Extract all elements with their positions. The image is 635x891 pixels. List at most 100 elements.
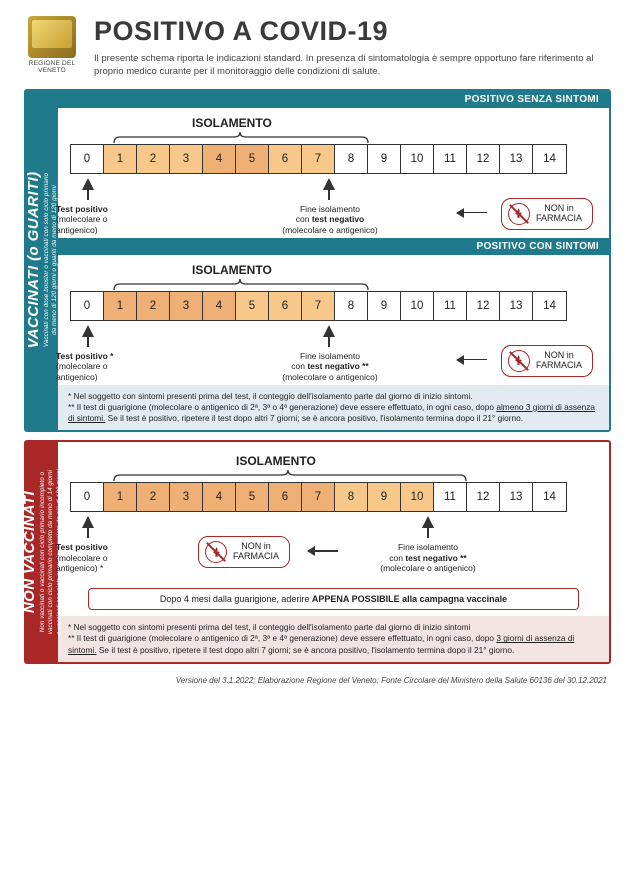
scenario2-start-annotation: Test positivo * (molecolare o antigenico… bbox=[56, 351, 142, 383]
scenario1-section: ISOLAMENTO 01234567891011121314 Test pos… bbox=[58, 108, 609, 238]
timeline-day: 13 bbox=[500, 292, 533, 320]
logo-block: REGIONE DEL VENETO bbox=[24, 16, 80, 79]
unvaccinated-sidebar-title: NON VACCINATI bbox=[21, 469, 38, 635]
header: REGIONE DEL VENETO POSITIVO A COVID-19 I… bbox=[24, 16, 611, 79]
no-hand-icon bbox=[508, 203, 530, 225]
vaccinated-sidebar-title: VACCINATI (o GUARITI) bbox=[25, 172, 42, 349]
timeline-day: 14 bbox=[533, 483, 566, 511]
arrow-up-icon bbox=[82, 178, 94, 190]
timeline-day: 2 bbox=[137, 145, 170, 173]
no-hand-icon bbox=[205, 541, 227, 563]
brace-icon bbox=[112, 470, 468, 482]
arrow-up-icon bbox=[82, 325, 94, 337]
scenario2-timeline: 01234567891011121314 bbox=[70, 291, 567, 321]
timeline-day: 11 bbox=[434, 292, 467, 320]
document-page: REGIONE DEL VENETO POSITIVO A COVID-19 I… bbox=[0, 0, 635, 695]
timeline-day: 5 bbox=[236, 483, 269, 511]
arrow-up-icon bbox=[82, 516, 94, 528]
timeline-day: 9 bbox=[368, 292, 401, 320]
arrow-left-icon bbox=[308, 550, 338, 552]
timeline-day: 3 bbox=[170, 483, 203, 511]
arrow-left-icon bbox=[457, 212, 487, 214]
timeline-day: 3 bbox=[170, 145, 203, 173]
vaccinated-panel: VACCINATI (o GUARITI) Vaccinati con dose… bbox=[24, 89, 611, 433]
pharmacy-badge: NON inFARMACIA bbox=[501, 198, 593, 230]
timeline-day: 0 bbox=[71, 292, 104, 320]
scenario1-annotations: Test positivo (molecolare o antigenico) … bbox=[68, 178, 599, 234]
timeline-day: 1 bbox=[104, 483, 137, 511]
timeline-day: 1 bbox=[104, 292, 137, 320]
timeline-day: 4 bbox=[203, 292, 236, 320]
timeline-day: 14 bbox=[533, 292, 566, 320]
scenario1-subhead: POSITIVO SENZA SINTOMI bbox=[58, 91, 609, 108]
timeline-day: 3 bbox=[170, 292, 203, 320]
arrow-up-icon bbox=[422, 516, 434, 528]
timeline-day: 13 bbox=[500, 145, 533, 173]
timeline-day: 0 bbox=[71, 483, 104, 511]
timeline-day: 11 bbox=[434, 483, 467, 511]
unvaccinated-panel: NON VACCINATI Non vaccinati o vaccinati … bbox=[24, 440, 611, 664]
timeline-day: 8 bbox=[335, 145, 368, 173]
page-title: POSITIVO A COVID-19 bbox=[94, 16, 611, 47]
scenario1-start-annotation: Test positivo (molecolare o antigenico) bbox=[56, 204, 142, 236]
no-hand-icon bbox=[508, 350, 530, 372]
unvaccinated-body: ISOLAMENTO 01234567891011121314 Test pos… bbox=[58, 442, 609, 662]
timeline-day: 6 bbox=[269, 145, 302, 173]
timeline-day: 8 bbox=[335, 292, 368, 320]
timeline-day: 8 bbox=[335, 483, 368, 511]
timeline-day: 6 bbox=[269, 292, 302, 320]
timeline-day: 6 bbox=[269, 483, 302, 511]
timeline-day: 7 bbox=[302, 292, 335, 320]
veneto-logo-icon bbox=[28, 16, 76, 58]
timeline-day: 2 bbox=[137, 292, 170, 320]
scenario2-iso-label: ISOLAMENTO bbox=[192, 263, 272, 277]
timeline-day: 9 bbox=[368, 145, 401, 173]
arrow-up-icon bbox=[323, 325, 335, 337]
footer-text: Versione del 3.1.2022; Elaborazione Regi… bbox=[24, 672, 611, 685]
scenario2-subhead: POSITIVO CON SINTOMI bbox=[58, 238, 609, 255]
scenario2-section: ISOLAMENTO 01234567891011121314 Test pos… bbox=[58, 255, 609, 385]
scenario1-timeline: 01234567891011121314 bbox=[70, 144, 567, 174]
arrow-left-icon bbox=[457, 359, 487, 361]
timeline-day: 14 bbox=[533, 145, 566, 173]
unvaccinated-sidebar-sub1: Non vaccinati o vaccinati con ciclo prim… bbox=[39, 469, 46, 635]
timeline-day: 7 bbox=[302, 483, 335, 511]
timeline-day: 12 bbox=[467, 145, 500, 173]
arrow-up-icon bbox=[323, 178, 335, 190]
timeline-day: 0 bbox=[71, 145, 104, 173]
vaccinated-sidebar: VACCINATI (o GUARITI) Vaccinati con dose… bbox=[26, 91, 58, 431]
vaccinated-notes: * Nel soggetto con sintomi presenti prim… bbox=[58, 385, 609, 431]
timeline-day: 10 bbox=[401, 145, 434, 173]
timeline-day: 5 bbox=[236, 145, 269, 173]
vaccinated-sidebar-sub1: Vaccinati con dose booster o vaccinati c… bbox=[43, 172, 50, 349]
scenario2-end-annotation: Fine isolamento con test negativo ** (mo… bbox=[272, 351, 388, 383]
unvaccinated-start-annotation: Test positivo (molecolare o antigenico) … bbox=[56, 542, 142, 574]
timeline-day: 1 bbox=[104, 145, 137, 173]
pharmacy-badge: NON inFARMACIA bbox=[198, 536, 290, 568]
unvaccinated-iso-label: ISOLAMENTO bbox=[236, 454, 316, 468]
scenario1-end-annotation: Fine isolamento con test negativo (molec… bbox=[272, 204, 388, 236]
timeline-day: 12 bbox=[467, 483, 500, 511]
brace-icon bbox=[112, 132, 370, 144]
logo-caption: REGIONE DEL VENETO bbox=[24, 60, 80, 74]
timeline-day: 10 bbox=[401, 292, 434, 320]
unvaccinated-timeline: 01234567891011121314 bbox=[70, 482, 567, 512]
vaccination-callout: Dopo 4 mesi dalla guarigione, aderire AP… bbox=[88, 588, 579, 610]
scenario2-annotations: Test positivo * (molecolare o antigenico… bbox=[68, 325, 599, 381]
subtitle: Il presente schema riporta le indicazion… bbox=[94, 53, 611, 79]
timeline-day: 4 bbox=[203, 483, 236, 511]
unvaccinated-sidebar-sub2: vaccinati con ciclo primario completo da… bbox=[47, 469, 54, 635]
unvaccinated-section: ISOLAMENTO 01234567891011121314 Test pos… bbox=[58, 442, 609, 582]
timeline-day: 13 bbox=[500, 483, 533, 511]
brace-icon bbox=[112, 279, 370, 291]
timeline-day: 4 bbox=[203, 145, 236, 173]
scenario1-iso-label: ISOLAMENTO bbox=[192, 116, 272, 130]
timeline-day: 9 bbox=[368, 483, 401, 511]
unvaccinated-annotations: Test positivo (molecolare o antigenico) … bbox=[68, 516, 599, 578]
vaccinated-body: POSITIVO SENZA SINTOMI ISOLAMENTO 012345… bbox=[58, 91, 609, 431]
title-block: POSITIVO A COVID-19 Il presente schema r… bbox=[94, 16, 611, 79]
timeline-day: 12 bbox=[467, 292, 500, 320]
unvaccinated-notes: * Nel soggetto con sintomi presenti prim… bbox=[58, 616, 609, 662]
timeline-day: 10 bbox=[401, 483, 434, 511]
timeline-day: 5 bbox=[236, 292, 269, 320]
